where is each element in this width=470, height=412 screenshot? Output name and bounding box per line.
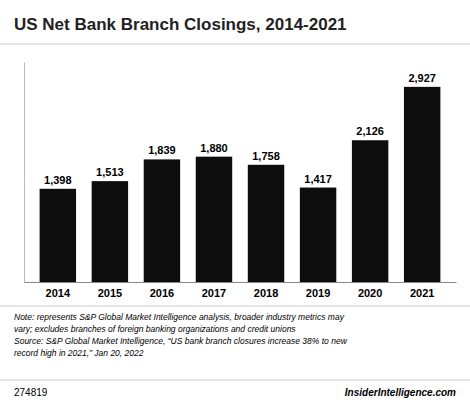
data-label: 2,927 xyxy=(408,72,436,84)
note-line: vary; excludes branches of foreign banki… xyxy=(14,324,296,334)
x-tick-label: 2015 xyxy=(98,287,122,299)
x-tick: 2020 xyxy=(358,282,382,299)
x-tick-label: 2020 xyxy=(358,287,382,299)
x-axis: 2014 2015 2016 2017 2018 2019 2020 2021 xyxy=(25,282,457,299)
title: US Net Bank Branch Closings, 2014-2021 xyxy=(14,15,347,34)
bar xyxy=(404,87,440,282)
bar xyxy=(92,181,128,282)
x-tick-label: 2019 xyxy=(306,287,330,299)
note-line: Note: represents S&P Global Market Intel… xyxy=(14,312,345,322)
y-axis xyxy=(24,63,25,283)
x-axis-line xyxy=(25,282,457,283)
data-label: 1,417 xyxy=(304,173,332,185)
x-tick: 2016 xyxy=(150,282,174,299)
x-tick: 2014 xyxy=(46,282,71,299)
x-tick-label: 2021 xyxy=(410,287,434,299)
data-label: 2,126 xyxy=(356,125,384,137)
bar xyxy=(300,188,336,282)
data-label: 1,880 xyxy=(200,142,228,154)
x-tick: 2018 xyxy=(254,282,278,299)
x-tick-label: 2016 xyxy=(150,287,174,299)
x-tick: 2017 xyxy=(202,282,226,299)
x-tick: 2015 xyxy=(98,282,122,299)
bar xyxy=(352,140,388,282)
note-rule xyxy=(0,306,470,307)
bars xyxy=(40,87,441,282)
x-tick: 2019 xyxy=(306,282,330,299)
x-tick-label: 2018 xyxy=(254,287,278,299)
title-rule xyxy=(0,44,470,45)
data-labels: 1,398 1,513 1,839 1,880 1,758 1,417 2,126 2,927 xyxy=(44,72,436,186)
note: Note: represents S&P Global Market Intel… xyxy=(14,312,348,358)
chart: US Net Bank Branch Closings, 2014-2021 1,… xyxy=(0,0,470,412)
note-line: Source: S&P Global Market Intelligence, … xyxy=(14,336,348,346)
data-label: 1,398 xyxy=(44,174,72,186)
footer-rule xyxy=(0,380,470,381)
x-tick-label: 2017 xyxy=(202,287,226,299)
y-axis-line xyxy=(24,63,25,283)
data-label: 1,758 xyxy=(252,150,280,162)
source: InsiderIntelligence.com xyxy=(345,387,456,398)
bar xyxy=(196,157,232,282)
x-tick-label: 2014 xyxy=(46,287,71,299)
note-line: record high in 2021,” Jan 20, 2022 xyxy=(14,348,144,358)
footnote-id: 274819 xyxy=(14,387,48,398)
data-label: 1,513 xyxy=(96,166,124,178)
bar xyxy=(144,159,180,282)
bar xyxy=(248,165,284,282)
data-label: 1,839 xyxy=(148,144,176,156)
x-tick: 2021 xyxy=(410,282,434,299)
bar xyxy=(40,189,76,282)
